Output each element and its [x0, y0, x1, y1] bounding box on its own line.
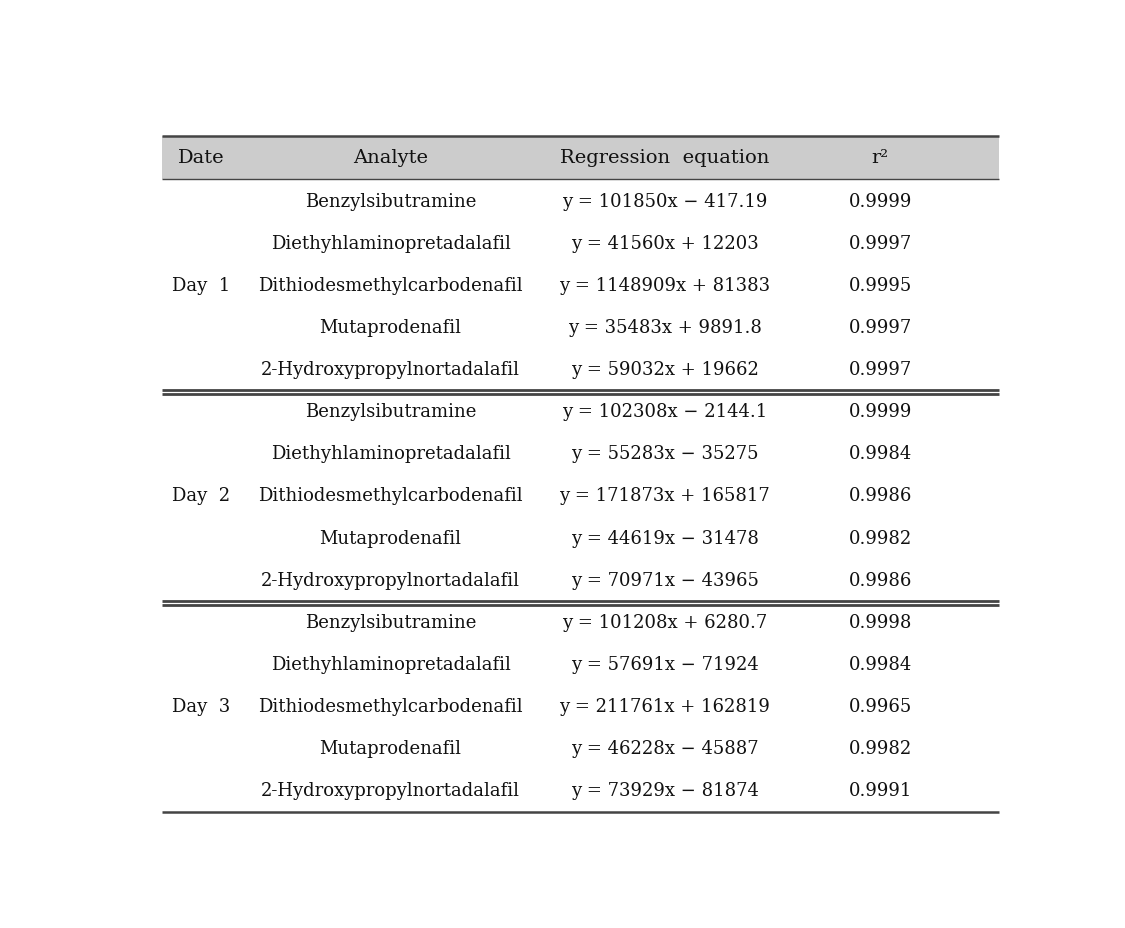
Text: Mutaprodenafil: Mutaprodenafil: [319, 740, 461, 757]
Text: 0.9997: 0.9997: [848, 235, 911, 252]
Text: 0.9999: 0.9999: [848, 403, 912, 420]
Bar: [162, 728, 999, 769]
Text: y = 101208x + 6280.7: y = 101208x + 6280.7: [562, 613, 767, 631]
Bar: [162, 223, 999, 264]
Text: y = 46228x − 45887: y = 46228x − 45887: [570, 740, 758, 757]
Text: 0.9991: 0.9991: [848, 781, 912, 800]
Bar: [162, 643, 999, 686]
Text: 0.9986: 0.9986: [848, 487, 912, 505]
Bar: [162, 306, 999, 349]
Text: 0.9999: 0.9999: [848, 192, 912, 211]
Text: 0.9997: 0.9997: [848, 361, 911, 379]
Text: y = 102308x − 2144.1: y = 102308x − 2144.1: [562, 403, 767, 420]
Text: y = 70971x − 43965: y = 70971x − 43965: [570, 571, 758, 589]
Text: y = 59032x + 19662: y = 59032x + 19662: [570, 361, 758, 379]
Text: Day  1: Day 1: [172, 277, 231, 294]
Text: 2-Hydroxypropylnortadalafil: 2-Hydroxypropylnortadalafil: [261, 781, 520, 800]
Bar: [162, 180, 999, 223]
Text: y = 1148909x + 81383: y = 1148909x + 81383: [559, 277, 771, 294]
Bar: [162, 686, 999, 728]
Text: y = 211761x + 162819: y = 211761x + 162819: [559, 698, 770, 715]
Text: 2-Hydroxypropylnortadalafil: 2-Hydroxypropylnortadalafil: [261, 571, 520, 589]
Text: 0.9997: 0.9997: [848, 318, 911, 337]
Bar: [162, 769, 999, 812]
Text: r²: r²: [872, 149, 889, 167]
Text: Diethyhlaminopretadalafil: Diethyhlaminopretadalafil: [271, 655, 511, 674]
Text: Benzylsibutramine: Benzylsibutramine: [305, 613, 476, 631]
Bar: [162, 264, 999, 306]
Text: y = 73929x − 81874: y = 73929x − 81874: [570, 781, 758, 800]
Text: 0.9982: 0.9982: [848, 529, 911, 547]
Bar: [162, 349, 999, 391]
Text: 0.9982: 0.9982: [848, 740, 911, 757]
Text: Mutaprodenafil: Mutaprodenafil: [319, 529, 461, 547]
Text: Benzylsibutramine: Benzylsibutramine: [305, 192, 476, 211]
Text: Day  3: Day 3: [172, 698, 231, 715]
Text: y = 55283x − 35275: y = 55283x − 35275: [570, 445, 758, 463]
Bar: [162, 391, 999, 432]
Text: 2-Hydroxypropylnortadalafil: 2-Hydroxypropylnortadalafil: [261, 361, 520, 379]
Bar: [162, 432, 999, 475]
Text: y = 41560x + 12203: y = 41560x + 12203: [570, 235, 758, 252]
Bar: [162, 475, 999, 517]
Bar: [162, 601, 999, 643]
Text: 0.9965: 0.9965: [848, 698, 911, 715]
Text: 0.9995: 0.9995: [848, 277, 911, 294]
Bar: [162, 136, 999, 180]
Text: 0.9984: 0.9984: [848, 655, 911, 674]
Text: Dithiodesmethylcarbodenafil: Dithiodesmethylcarbodenafil: [259, 698, 523, 715]
Text: y = 44619x − 31478: y = 44619x − 31478: [570, 529, 758, 547]
Text: y = 171873x + 165817: y = 171873x + 165817: [559, 487, 770, 505]
Text: 0.9998: 0.9998: [848, 613, 912, 631]
Text: Analyte: Analyte: [353, 149, 428, 167]
Text: Diethyhlaminopretadalafil: Diethyhlaminopretadalafil: [271, 235, 511, 252]
Text: Diethyhlaminopretadalafil: Diethyhlaminopretadalafil: [271, 445, 511, 463]
Text: 0.9986: 0.9986: [848, 571, 912, 589]
Text: y = 35483x + 9891.8: y = 35483x + 9891.8: [568, 318, 762, 337]
Text: y = 101850x − 417.19: y = 101850x − 417.19: [561, 192, 767, 211]
Text: Dithiodesmethylcarbodenafil: Dithiodesmethylcarbodenafil: [259, 487, 523, 505]
Text: y = 57691x − 71924: y = 57691x − 71924: [570, 655, 758, 674]
Bar: [162, 517, 999, 559]
Text: Dithiodesmethylcarbodenafil: Dithiodesmethylcarbodenafil: [259, 277, 523, 294]
Text: Day  2: Day 2: [172, 487, 231, 505]
Text: Mutaprodenafil: Mutaprodenafil: [319, 318, 461, 337]
Text: 0.9984: 0.9984: [848, 445, 911, 463]
Text: Benzylsibutramine: Benzylsibutramine: [305, 403, 476, 420]
Text: Regression  equation: Regression equation: [560, 149, 770, 167]
Text: Date: Date: [178, 149, 224, 167]
Bar: [162, 559, 999, 601]
